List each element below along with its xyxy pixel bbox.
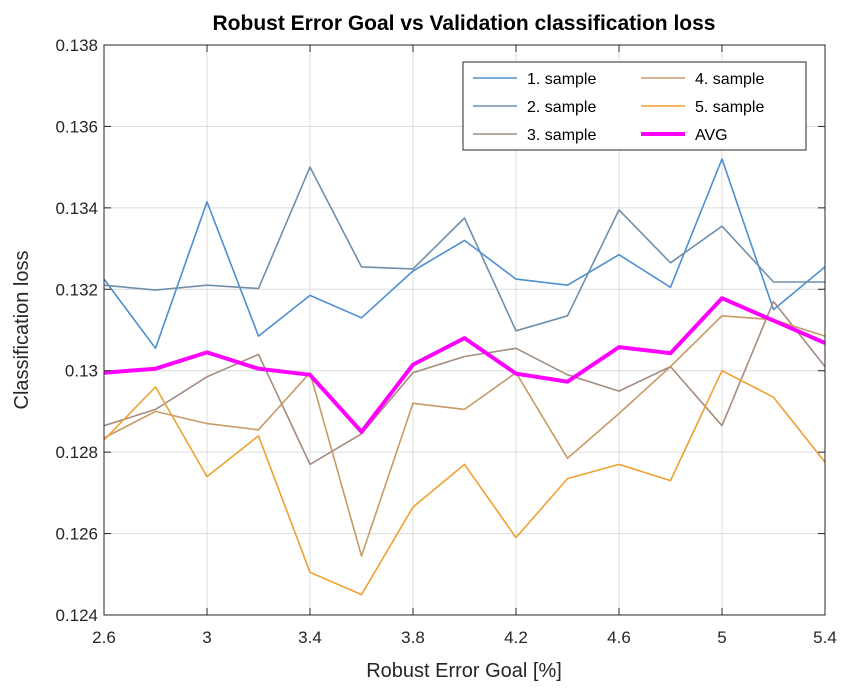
x-tick-label: 5.4 (813, 628, 837, 647)
y-tick-label: 0.136 (55, 117, 98, 136)
y-axis-label: Classification loss (11, 251, 33, 410)
x-tick-label: 4.6 (607, 628, 631, 647)
series-line-4-sample (103, 314, 826, 557)
y-tick-label: 0.124 (55, 606, 98, 625)
legend-label-avg: AVG (695, 127, 728, 144)
legend-label-3-sample: 3. sample (527, 127, 596, 144)
y-tick-label: 0.126 (55, 525, 98, 544)
series-line-5-sample (103, 369, 826, 596)
legend-box (462, 61, 807, 151)
legend: 1. sample 2. sample 3. sample 4. sample 5. s… (462, 61, 807, 151)
y-tick-label: 0.13 (65, 362, 98, 381)
x-axis-label: Robust Error Goal [%] (366, 660, 562, 682)
x-tick-label: 2.6 (92, 628, 116, 647)
series-line-2-sample (103, 166, 825, 332)
x-tick-label: 3 (202, 628, 211, 647)
legend-label-4-sample: 4. sample (695, 71, 764, 88)
y-tick-label: 0.128 (55, 443, 98, 462)
y-tick-label: 0.132 (55, 280, 98, 299)
legend-label-1-sample: 1. sample (527, 71, 596, 88)
plot-frame (103, 44, 826, 616)
chart-title: Robust Error Goal vs Validation classifi… (213, 12, 716, 35)
x-axis-ticks: 2.6 3 3.4 3.8 4.2 4.6 5 5.4 (92, 45, 837, 647)
series-line-avg (103, 296, 826, 434)
y-tick-label: 0.138 (55, 36, 98, 55)
series-lines (103, 158, 826, 596)
y-tick-label: 0.134 (55, 199, 98, 218)
x-tick-label: 5 (717, 628, 726, 647)
y-axis-ticks: 0.124 0.126 0.128 0.13 0.132 0.134 0.136 0.138 (55, 36, 825, 625)
x-tick-label: 4.2 (504, 628, 528, 647)
legend-label-5-sample: 5. sample (695, 99, 764, 116)
x-tick-label: 3.4 (298, 628, 322, 647)
x-tick-label: 3.8 (401, 628, 425, 647)
legend-label-2-sample: 2. sample (527, 99, 596, 116)
series-line-1-sample (103, 158, 826, 350)
